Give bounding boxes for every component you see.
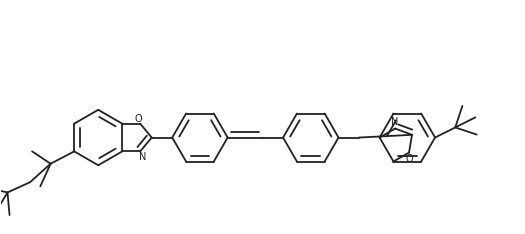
Text: N: N — [392, 117, 399, 127]
Text: N: N — [139, 152, 146, 161]
Text: O: O — [405, 154, 413, 164]
Text: O: O — [134, 113, 142, 124]
